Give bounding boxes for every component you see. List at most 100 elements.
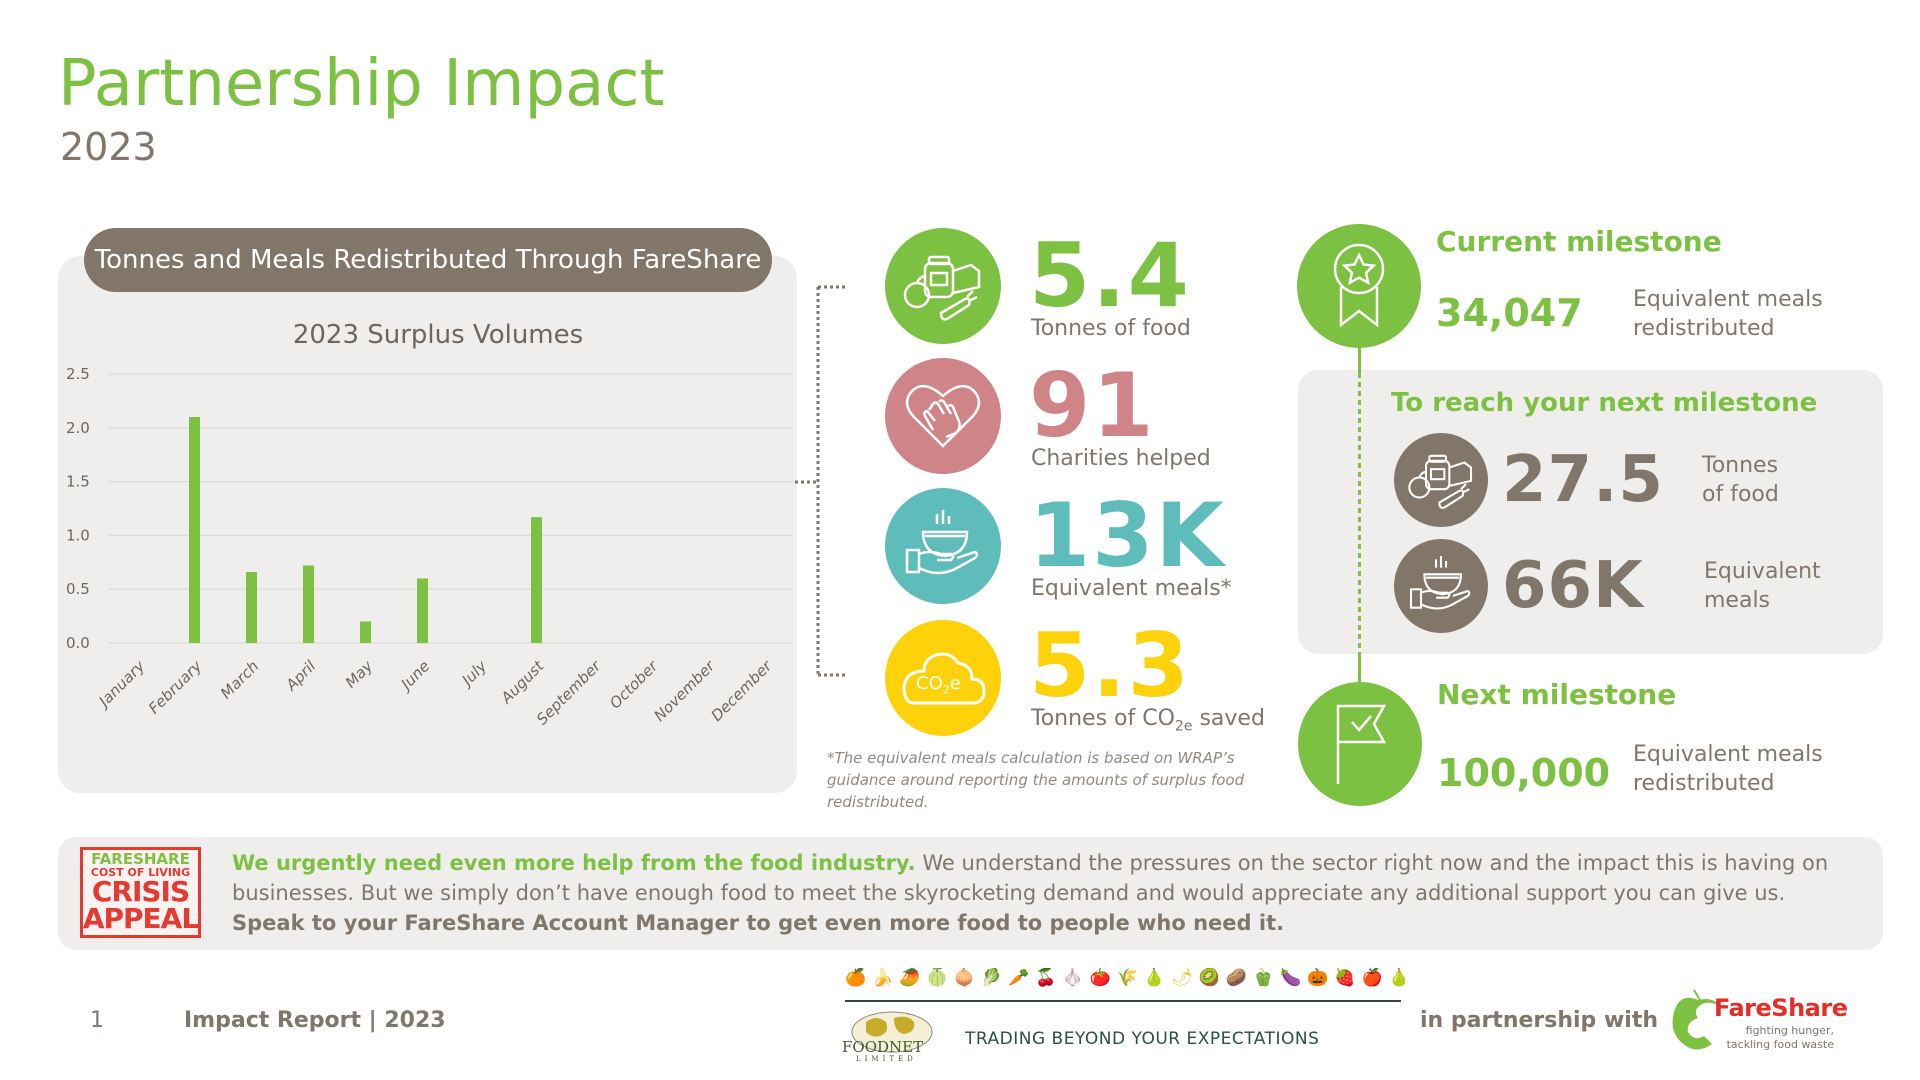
foodnet-logo: FOODNET LIMITED: [842, 1008, 934, 1064]
next-milestone-label-line2: redistributed: [1633, 771, 1775, 796]
next-milestone-badge: [1298, 682, 1422, 806]
fareshare-tagline-1: fighting hunger,: [1745, 1024, 1834, 1037]
appeal-body: We understand the pressures on the secto…: [232, 851, 1829, 905]
chart-title: 2023 Surplus Volumes: [293, 320, 583, 350]
stat-icon-charities: [885, 358, 1001, 474]
stat-label-meals: Equivalent meals*: [1031, 576, 1232, 601]
x-tick-label: November: [650, 657, 718, 725]
stat-value-meals: 13K: [1029, 484, 1226, 587]
flag-check-icon: [1336, 704, 1387, 784]
stamp-line3: CRISIS: [91, 875, 190, 909]
x-tick-label: August: [497, 656, 548, 707]
stat-value-charities: 91: [1029, 354, 1156, 457]
award-star-icon: [1333, 243, 1385, 328]
crisis-appeal-stamp: FARESHARE COST OF LIVING CRISIS APPEAL: [80, 847, 201, 938]
to-reach-meals-label-line2: meals: [1704, 588, 1771, 613]
stamp-line1: FARESHARE: [91, 850, 190, 869]
x-tick-label: October: [606, 657, 662, 713]
y-tick-label: 2.0: [66, 419, 90, 437]
fareshare-logo-text: FareShare: [1714, 994, 1848, 1022]
next-milestone-label-line1: Equivalent meals: [1633, 742, 1823, 767]
next-milestone-panel: [1298, 370, 1883, 654]
foodnet-logo-sub: LIMITED: [856, 1055, 917, 1063]
partner-tagline: TRADING BEYOND YOUR EXPECTATIONS: [965, 1029, 1320, 1049]
stamp-line4: APPEAL: [82, 902, 199, 936]
y-tick-label: 0.0: [66, 634, 90, 652]
next-milestone-value: 100,000: [1437, 751, 1611, 795]
current-milestone-label-line2: redistributed: [1633, 316, 1775, 341]
stat-value-tonnes: 5.4: [1029, 224, 1191, 327]
co2e-icon-text: CO: [916, 673, 943, 694]
chart-panel-heading: Tonnes and Meals Redistributed Through F…: [84, 228, 772, 292]
x-tick-label: April: [282, 657, 320, 695]
to-reach-meals-value: 66K: [1502, 549, 1644, 623]
page-title: Partnership Impact: [58, 47, 665, 121]
meal-hand-icon: [905, 510, 979, 575]
next-milestone-label: Equivalent meals redistributed: [1633, 740, 1823, 798]
chart-panel: [58, 256, 797, 793]
timeline-line-top: [1358, 345, 1361, 373]
appeal-cta: Speak to your FareShare Account Manager …: [232, 911, 1285, 935]
stamp-line2: COST OF LIVING: [90, 866, 191, 880]
foodnet-logo-text: FOODNET: [842, 1038, 924, 1056]
co2e-icon-post: e: [949, 673, 961, 694]
fareshare-tagline-2: tackling food waste: [1726, 1038, 1834, 1051]
current-milestone-label: Equivalent meals redistributed: [1633, 285, 1823, 343]
food-basket-icon: [1408, 454, 1473, 509]
to-reach-tonnes-label-line1: Tonnes: [1702, 453, 1779, 478]
bar-may: [360, 621, 371, 643]
y-tick-label: 0.5: [66, 580, 90, 598]
x-tick-label: May: [342, 656, 377, 691]
stat-label-co2: Tonnes of CO2e saved: [1031, 706, 1265, 735]
x-tick-label: March: [217, 657, 262, 702]
food-icons-strip: 🍊🍌🥭🍈🧅🥬🥕🍒🧄🍅🌾🍐🌶🥝🥔🫑🍆🎃🍓🍎🍐🍄🥦: [845, 968, 1405, 988]
dotted-bracket-connector: [795, 285, 846, 677]
to-reach-tonnes-value: 27.5: [1502, 443, 1664, 517]
partner-divider: [845, 1000, 1401, 1002]
y-tick-label: 1.0: [66, 526, 90, 544]
stat-icon-co2e: CO2e: [885, 620, 1001, 736]
stat-label-tonnes: Tonnes of food: [1031, 316, 1191, 341]
timeline-line-dotted: [1358, 373, 1361, 653]
current-milestone-badge: [1297, 224, 1421, 348]
stat-label-charities: Charities helped: [1031, 446, 1211, 471]
to-reach-tonnes-label: Tonnes of food: [1702, 451, 1779, 509]
appeal-banner: [58, 837, 1883, 950]
report-label: Impact Report | 2023: [184, 1008, 446, 1033]
to-reach-title: To reach your next milestone: [1391, 388, 1818, 418]
current-milestone-title: Current milestone: [1436, 225, 1722, 258]
stat-icon-meals: [885, 488, 1001, 604]
co2e-cloud-icon: CO2e: [900, 649, 986, 707]
y-tick-label: 1.5: [66, 473, 90, 491]
appeal-text: We urgently need even more help from the…: [232, 848, 1872, 938]
to-reach-tonnes-label-line2: of food: [1702, 482, 1779, 507]
y-tick-label: 2.5: [66, 365, 90, 383]
surplus-volumes-chart: 2023 Surplus Volumes 0.00.51.01.52.02.5 …: [66, 320, 793, 728]
x-tick-label: July: [456, 656, 491, 691]
page-year: 2023: [60, 125, 157, 169]
bar-march: [246, 571, 257, 643]
x-tick-label: June: [395, 657, 433, 695]
bar-april: [303, 565, 314, 643]
current-milestone-label-line1: Equivalent meals: [1633, 287, 1823, 312]
stat-label-co2-sub: 2e: [1174, 718, 1193, 735]
partnership-text: in partnership with: [1420, 1008, 1659, 1033]
next-milestone-title: Next milestone: [1437, 678, 1677, 711]
to-reach-meals-label: Equivalent meals: [1704, 557, 1821, 615]
to-reach-meals-badge: [1394, 539, 1488, 633]
bar-february: [189, 417, 200, 643]
food-basket-icon: [903, 255, 981, 321]
co2e-icon-sub: 2: [942, 683, 950, 697]
stat-value-co2: 5.3: [1029, 614, 1191, 717]
x-tick-label: February: [145, 656, 206, 717]
x-tick-label: December: [708, 657, 776, 725]
to-reach-food-badge: [1394, 433, 1488, 527]
page-number: 1: [90, 1008, 104, 1033]
stat-label-co2-post: saved: [1192, 706, 1265, 731]
heart-hand-icon: [905, 384, 981, 448]
globe-icon: [851, 1011, 933, 1053]
meals-footnote: *The equivalent meals calculation is bas…: [827, 749, 1245, 811]
stat-icon-food: [885, 228, 1001, 344]
timeline-line-bottom: [1358, 653, 1361, 683]
meal-hand-icon: [1409, 556, 1471, 610]
